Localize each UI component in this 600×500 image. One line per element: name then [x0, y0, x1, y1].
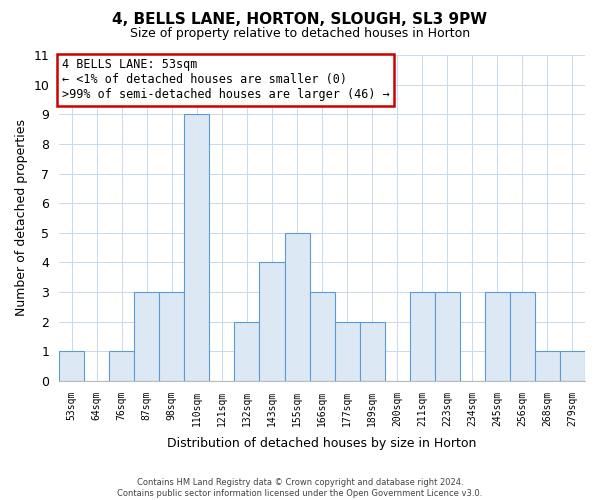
Bar — [235, 322, 259, 381]
Bar — [59, 352, 84, 381]
Bar — [160, 292, 184, 381]
Text: 4, BELLS LANE, HORTON, SLOUGH, SL3 9PW: 4, BELLS LANE, HORTON, SLOUGH, SL3 9PW — [112, 12, 488, 28]
Bar — [310, 292, 335, 381]
Bar — [485, 292, 510, 381]
Bar — [259, 262, 284, 381]
Bar — [134, 292, 160, 381]
Text: Size of property relative to detached houses in Horton: Size of property relative to detached ho… — [130, 28, 470, 40]
Bar — [410, 292, 435, 381]
Bar — [510, 292, 535, 381]
Text: 4 BELLS LANE: 53sqm
← <1% of detached houses are smaller (0)
>99% of semi-detach: 4 BELLS LANE: 53sqm ← <1% of detached ho… — [62, 58, 389, 102]
Bar — [560, 352, 585, 381]
Bar — [435, 292, 460, 381]
Bar — [359, 322, 385, 381]
Y-axis label: Number of detached properties: Number of detached properties — [15, 120, 28, 316]
X-axis label: Distribution of detached houses by size in Horton: Distribution of detached houses by size … — [167, 437, 477, 450]
Bar — [335, 322, 359, 381]
Bar — [535, 352, 560, 381]
Bar — [184, 114, 209, 381]
Bar — [284, 233, 310, 381]
Text: Contains HM Land Registry data © Crown copyright and database right 2024.
Contai: Contains HM Land Registry data © Crown c… — [118, 478, 482, 498]
Bar — [109, 352, 134, 381]
